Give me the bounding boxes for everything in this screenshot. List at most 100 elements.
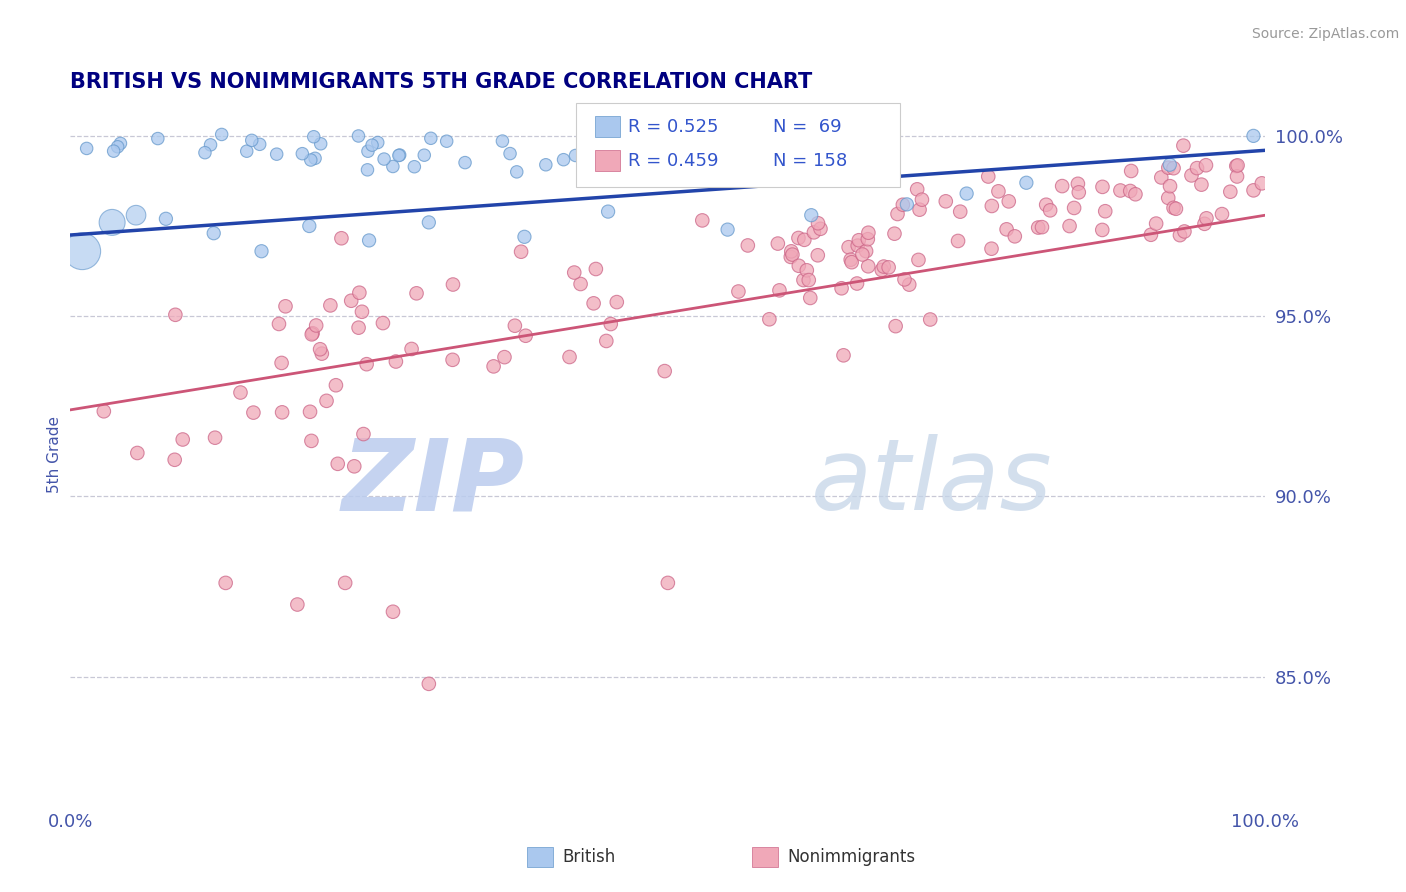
Point [683,127,706,141]
Point [1026,220,1049,235]
Point [799,291,821,305]
Point [803,225,825,239]
Point [846,277,869,291]
Point [807,248,830,262]
Point [513,229,536,244]
Point [388,148,411,162]
Point [792,273,814,287]
Point [1194,217,1216,231]
Point [1121,164,1143,178]
Point [1225,159,1247,173]
Point [298,219,321,233]
Point [793,233,815,247]
Point [884,319,907,334]
Point [558,350,581,364]
Point [202,226,225,240]
Point [766,236,789,251]
Point [361,138,384,153]
Point [441,277,464,292]
Point [920,312,942,326]
Point [657,146,679,161]
Point [441,352,464,367]
Point [165,308,187,322]
Point [1039,203,1062,218]
Point [598,204,620,219]
Point [1109,184,1132,198]
Point [340,293,363,308]
Point [93,404,115,418]
Point [891,198,914,212]
Point [737,238,759,252]
Point [1035,198,1057,212]
Point [172,433,194,447]
Point [564,148,586,162]
Point [1163,201,1185,215]
Point [782,247,804,261]
Point [553,153,575,167]
Point [893,272,915,286]
Point [1150,170,1173,185]
Point [905,182,928,196]
Point [347,320,370,334]
Point [787,231,810,245]
Point [373,152,395,166]
Point [302,129,325,144]
Point [1219,185,1241,199]
Point [330,231,353,245]
Point [1195,158,1218,172]
Point [271,405,294,419]
Point [846,238,869,252]
Point [949,204,972,219]
Point [70,244,93,259]
Point [606,295,628,310]
Point [1173,138,1195,153]
Point [309,136,332,151]
Text: R = 0.459: R = 0.459 [628,152,718,169]
Point [997,194,1019,209]
Point [1243,183,1265,197]
Point [995,222,1018,236]
Text: ZIP: ZIP [342,434,524,532]
Point [980,242,1002,256]
Point [356,357,378,371]
Point [956,186,979,201]
Point [1067,177,1090,191]
Point [101,215,124,229]
Point [510,244,533,259]
Point [610,158,633,172]
Point [270,356,292,370]
Point [356,162,378,177]
Point [214,575,236,590]
Point [886,207,908,221]
Point [1125,187,1147,202]
Point [242,406,264,420]
Point [1168,228,1191,243]
Point [855,244,877,259]
Point [1250,177,1272,191]
Point [572,148,595,162]
Point [1157,191,1180,205]
Y-axis label: 5th Grade: 5th Grade [46,417,62,493]
Text: R = 0.525: R = 0.525 [628,118,718,136]
Point [401,342,423,356]
Point [127,446,149,460]
Point [353,427,375,442]
Point [585,262,607,277]
Point [657,127,679,141]
Point [851,247,873,261]
Point [1173,224,1195,238]
Point [1031,220,1053,235]
Point [797,273,820,287]
Point [309,343,332,357]
Point [301,327,323,342]
Point [588,161,610,176]
Point [163,452,186,467]
Text: Source: ZipAtlas.com: Source: ZipAtlas.com [1251,27,1399,41]
Point [977,169,1000,184]
Point [702,136,724,150]
Point [896,197,918,211]
Point [1243,128,1265,143]
Point [204,431,226,445]
Point [873,260,896,274]
Point [146,131,169,145]
